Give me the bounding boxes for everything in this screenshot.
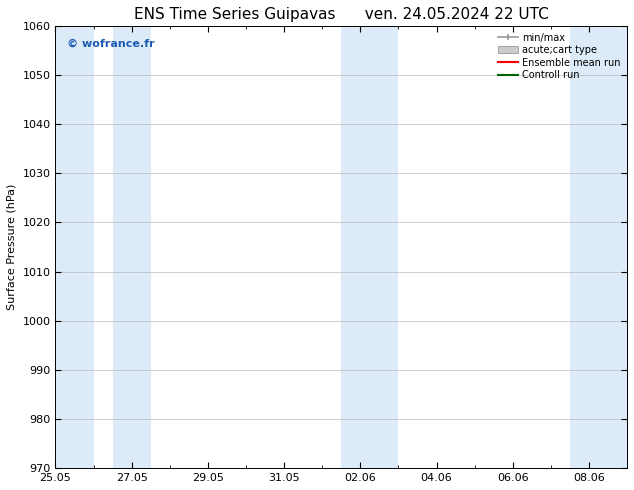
Bar bbox=[113, 26, 151, 468]
Bar bbox=[570, 26, 631, 468]
Bar bbox=[341, 26, 398, 468]
Title: ENS Time Series Guipavas      ven. 24.05.2024 22 UTC: ENS Time Series Guipavas ven. 24.05.2024… bbox=[134, 7, 548, 22]
Text: © wofrance.fr: © wofrance.fr bbox=[67, 39, 155, 49]
Legend: min/max, acute;cart type, Ensemble mean run, Controll run: min/max, acute;cart type, Ensemble mean … bbox=[496, 31, 622, 82]
Bar bbox=[52, 26, 94, 468]
Y-axis label: Surface Pressure (hPa): Surface Pressure (hPa) bbox=[7, 184, 17, 310]
